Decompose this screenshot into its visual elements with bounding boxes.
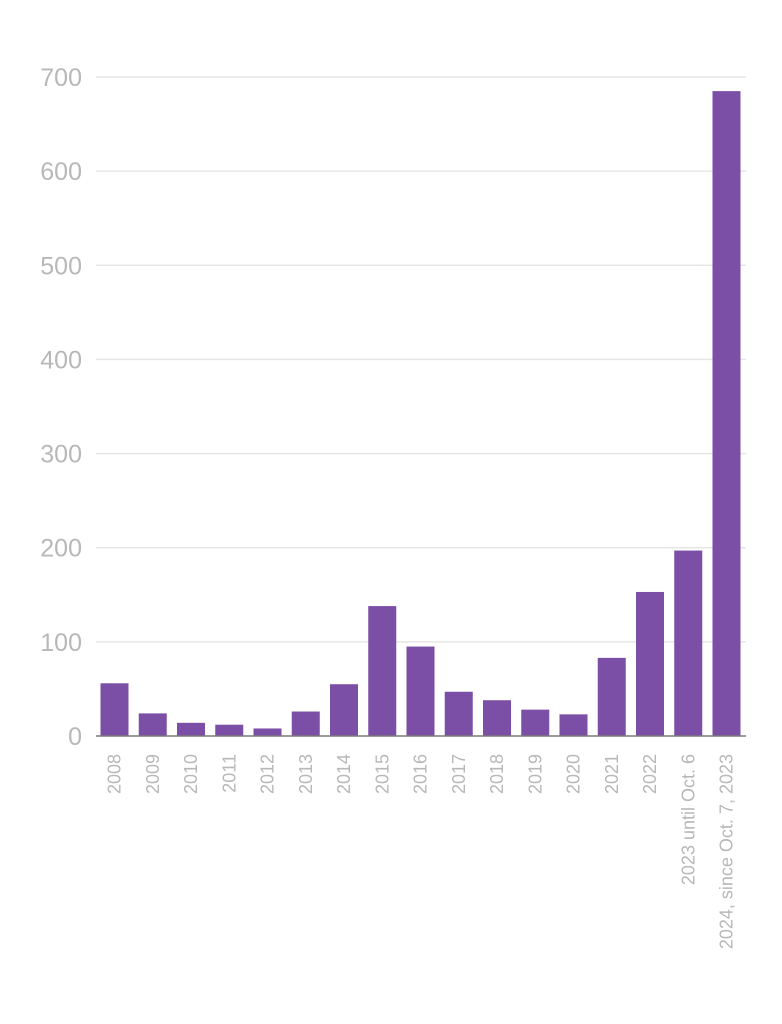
x-tick-label: 2008 — [105, 754, 125, 794]
x-tick-label: 2010 — [181, 754, 201, 794]
bar-2019 — [521, 709, 550, 736]
bar-2022 — [636, 591, 664, 736]
bar-2015 — [368, 606, 397, 736]
y-tick-label: 300 — [40, 441, 82, 469]
bar-2014 — [330, 684, 358, 736]
x-tick-label: 2016 — [411, 754, 431, 794]
bar-2008 — [100, 683, 129, 736]
y-tick-label: 100 — [40, 629, 82, 657]
x-tick-label: 2020 — [564, 754, 584, 794]
bar-2012 — [253, 728, 282, 736]
gridlines — [96, 76, 746, 643]
x-tick-label: 2017 — [449, 754, 469, 794]
x-tick-label: 2021 — [602, 754, 622, 794]
bar-2017 — [444, 691, 473, 736]
bar-2010 — [177, 722, 205, 736]
bars — [100, 91, 741, 736]
x-tick-label: 2011 — [219, 754, 239, 793]
bar-2021 — [597, 657, 626, 736]
bar-2024-since-oct-7-2023 — [712, 91, 741, 736]
bar-2023-until-oct-6 — [674, 550, 703, 736]
bar-2011 — [215, 724, 244, 736]
x-tick-label: 2024, since Oct. 7, 2023 — [717, 754, 737, 949]
x-tick-label: 2013 — [296, 754, 316, 794]
x-tick-label: 2022 — [640, 754, 660, 794]
y-tick-label: 0 — [68, 723, 82, 751]
y-tick-label: 200 — [40, 535, 82, 563]
x-tick-label: 2015 — [372, 754, 392, 794]
bar-2016 — [406, 646, 435, 736]
x-tick-label: 2009 — [143, 754, 163, 794]
y-tick-label: 500 — [40, 252, 82, 280]
x-tick-label: 2012 — [258, 754, 278, 794]
bar-2009 — [138, 713, 167, 736]
x-tick-label: 2019 — [525, 754, 545, 794]
x-tick-label: 2023 until Oct. 6 — [678, 754, 698, 885]
y-axis-tick-labels: 0 100 200 300 400 500 600 700 — [40, 64, 82, 751]
x-tick-label: 2014 — [334, 754, 354, 794]
bar-2020 — [559, 714, 588, 736]
x-tick-label: 2018 — [487, 754, 507, 794]
x-axis-tick-labels: 2008 2009 2010 2011 2012 2013 2014 2015 2016 2017… — [105, 754, 737, 949]
y-tick-label: 700 — [40, 64, 82, 92]
y-tick-label: 400 — [40, 346, 82, 374]
y-tick-label: 600 — [40, 158, 82, 186]
bar-2013 — [291, 711, 320, 736]
bar-2018 — [483, 700, 511, 736]
